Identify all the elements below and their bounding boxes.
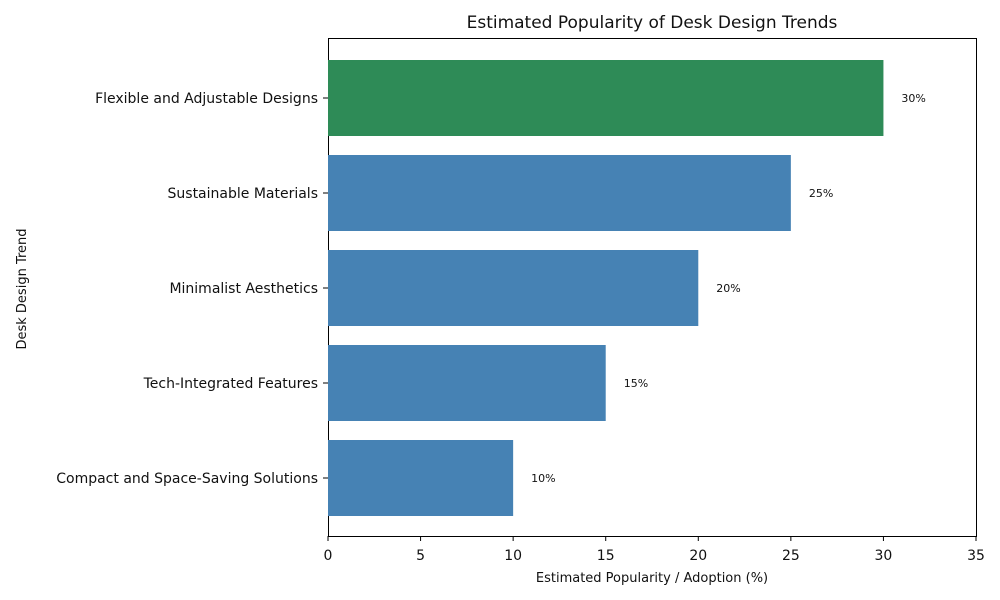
data-labels: 30% 25% 20% 15% 10% [531,92,926,485]
x-tick-label-2: 10 [504,548,522,564]
y-axis-categories: Flexible and Adjustable Designs Sustainab… [56,91,328,487]
chart-title: Estimated Popularity of Desk Design Tren… [467,13,838,33]
x-tick-label-6: 30 [875,548,893,564]
data-label-3: 15% [624,377,648,390]
y-category-label-0: Flexible and Adjustable Designs [95,91,318,107]
y-category-label-4: Compact and Space-Saving Solutions [56,471,318,487]
x-axis-label: Estimated Popularity / Adoption (%) [536,571,768,586]
bar-2 [328,250,699,326]
data-label-0: 30% [901,92,925,105]
y-category-label-3: Tech-Integrated Features [143,376,318,392]
bar-0 [328,60,884,136]
plot-area: Flexible and Adjustable Designs Sustainab… [56,38,985,564]
data-label-1: 25% [809,187,833,200]
bars [328,60,884,516]
data-label-4: 10% [531,472,555,485]
bar-1 [328,155,791,231]
x-tick-label-0: 0 [324,548,333,564]
x-tick-label-7: 35 [967,548,985,564]
data-label-2: 20% [716,282,740,295]
x-tick-label-1: 5 [416,548,425,564]
y-category-label-1: Sustainable Materials [168,186,318,202]
x-tick-label-3: 15 [597,548,615,564]
y-axis-label: Desk Design Trend [15,228,30,349]
x-tick-label-4: 20 [689,548,707,564]
y-category-label-2: Minimalist Aesthetics [169,281,318,297]
bar-4 [328,440,514,516]
x-tick-label-5: 25 [782,548,800,564]
x-axis-ticks: 0 5 10 15 20 25 30 35 [324,536,985,564]
bar-3 [328,345,606,421]
